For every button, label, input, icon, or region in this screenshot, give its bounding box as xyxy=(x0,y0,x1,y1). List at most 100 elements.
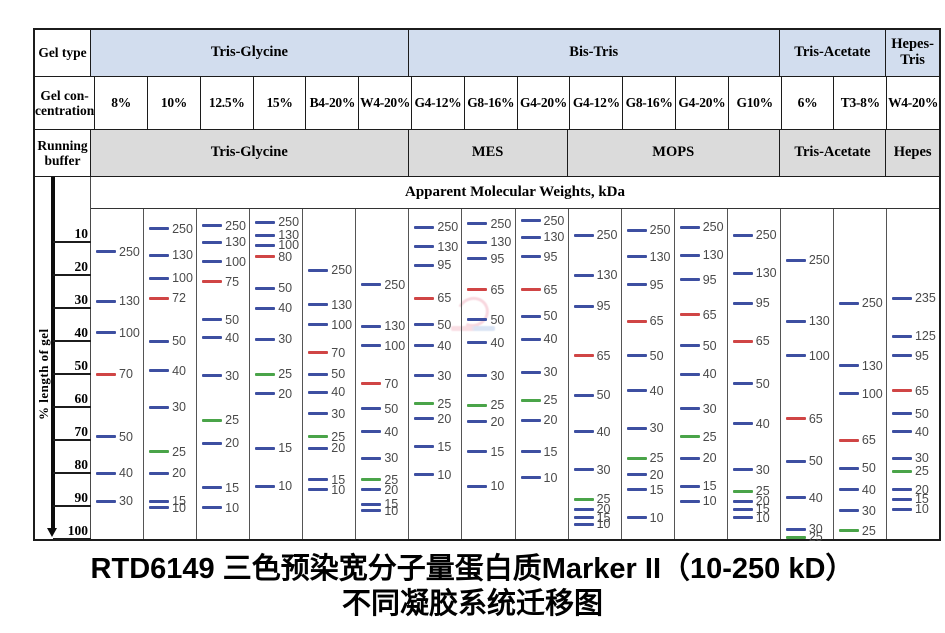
band-label-50kda: 50 xyxy=(808,454,823,469)
band-line-75kda xyxy=(202,280,223,284)
band-line-40kda xyxy=(202,336,223,340)
band-line-65kda xyxy=(573,354,594,358)
chart-title-line1: RTD6149 三色预染宽分子量蛋白质Marker II（10-250 kD） xyxy=(90,553,855,585)
band-line-15kda xyxy=(255,446,276,450)
band-line-40kda xyxy=(573,430,594,434)
band-line-50kda xyxy=(308,372,329,376)
band-label-30kda: 30 xyxy=(278,332,293,347)
running-buffer-groups: Tris-Glycine MES MOPS Tris-Acetate Hepes xyxy=(91,130,939,176)
band-line-40kda xyxy=(785,496,806,500)
band-line-10kda xyxy=(255,484,276,488)
band-line-15kda xyxy=(149,499,170,503)
band-line-30kda xyxy=(149,405,170,409)
band-label-65kda: 65 xyxy=(808,411,823,426)
band-label-20kda: 20 xyxy=(543,412,558,427)
band-line-10kda xyxy=(202,506,223,510)
band-label-10kda: 10 xyxy=(278,478,293,493)
concentration-cell: T3-8% xyxy=(834,77,888,129)
band-label-95kda: 95 xyxy=(596,299,611,314)
axis-tick-label: 60 xyxy=(74,391,89,406)
running-buffer-group-cell: Hepes xyxy=(893,144,932,161)
band-label-100kda: 100 xyxy=(861,386,883,401)
band-label-130kda: 130 xyxy=(649,249,671,264)
band-label-65kda: 65 xyxy=(702,307,717,322)
band-line-10kda xyxy=(573,522,594,526)
band-label-65kda: 65 xyxy=(861,432,876,447)
band-line-130kda xyxy=(149,253,170,257)
band-label-50kda: 50 xyxy=(437,317,452,332)
band-line-50kda xyxy=(361,407,382,411)
gel-lane-G8-16%: 250 130 95 65 50 40 30 25 20 15 10 xyxy=(462,209,516,539)
band-label-250kda: 250 xyxy=(596,228,618,243)
band-line-20kda xyxy=(361,488,382,491)
band-line-65kda xyxy=(785,417,806,421)
band-line-15kda xyxy=(202,486,223,490)
concentration-cell: B4-20% xyxy=(306,77,360,129)
gel-type-group-cell: Hepes- Tris xyxy=(891,36,934,68)
band-line-72kda xyxy=(149,296,170,300)
band-line-250kda xyxy=(255,220,276,224)
band-line-100kda xyxy=(202,260,223,264)
band-label-15kda: 15 xyxy=(225,480,240,495)
band-line-10kda xyxy=(467,484,488,488)
band-line-50kda xyxy=(96,435,116,439)
band-label-10kda: 10 xyxy=(914,502,929,517)
band-label-25kda: 25 xyxy=(808,530,823,545)
band-line-250kda xyxy=(573,233,594,237)
band-label-10kda: 10 xyxy=(384,503,399,518)
band-label-250kda: 250 xyxy=(119,244,140,259)
band-label-130kda: 130 xyxy=(596,267,618,282)
band-line-30kda xyxy=(202,374,223,378)
band-line-65kda xyxy=(891,389,912,392)
band-line-30kda xyxy=(255,337,276,341)
band-line-40kda xyxy=(96,471,116,475)
band-label-130kda: 130 xyxy=(437,239,459,254)
band-line-95kda xyxy=(520,255,541,259)
band-line-20kda xyxy=(732,499,753,503)
band-line-50kda xyxy=(838,466,859,470)
band-label-65kda: 65 xyxy=(914,383,929,398)
band-label-250kda: 250 xyxy=(278,214,300,229)
band-line-100kda xyxy=(255,243,276,247)
band-label-250kda: 250 xyxy=(331,262,353,277)
gel-lane-G8-16%: 250 130 95 65 50 40 30 25 20 15 10 xyxy=(622,209,675,539)
band-line-30kda xyxy=(891,456,912,460)
band-label-250kda: 250 xyxy=(384,277,406,292)
band-label-20kda: 20 xyxy=(384,482,399,497)
band-line-250kda xyxy=(149,227,170,231)
band-label-10kda: 10 xyxy=(702,493,717,508)
band-label-250kda: 250 xyxy=(172,221,193,236)
concentration-row-label: Gel con- centration xyxy=(35,77,96,129)
band-label-100kda: 100 xyxy=(808,348,830,363)
band-line-25kda xyxy=(679,435,700,439)
band-line-40kda xyxy=(891,430,912,434)
band-label-130kda: 130 xyxy=(490,234,512,249)
band-label-25kda: 25 xyxy=(596,492,611,507)
down-arrow-icon xyxy=(47,528,57,537)
band-label-125kda: 125 xyxy=(914,328,936,343)
band-label-10kda: 10 xyxy=(755,510,770,525)
chart-body: % length of gel 10 20 30 40 50 60 70 80 90 100 Ap… xyxy=(35,177,939,543)
band-line-130kda xyxy=(202,240,223,244)
gel-type-group-cell: Tris-Acetate xyxy=(780,30,887,76)
band-label-15kda: 15 xyxy=(649,482,664,497)
band-label-50kda: 50 xyxy=(702,338,717,353)
axis-tick-label: 90 xyxy=(74,490,89,505)
axis-tick-label: 80 xyxy=(74,457,89,472)
band-line-30kda xyxy=(467,374,488,378)
band-label-50kda: 50 xyxy=(543,309,558,323)
band-line-65kda xyxy=(732,339,753,343)
band-label-235kda: 235 xyxy=(914,290,936,305)
running-buffer-row-label: Running buffer xyxy=(35,130,91,176)
band-label-30kda: 30 xyxy=(755,462,770,477)
band-line-250kda xyxy=(96,250,116,254)
y-axis-title: % length of gel xyxy=(36,328,51,420)
band-label-20kda: 20 xyxy=(437,411,452,426)
y-axis-line xyxy=(51,177,55,529)
band-label-95kda: 95 xyxy=(543,249,558,264)
band-label-50kda: 50 xyxy=(278,280,293,295)
band-line-20kda xyxy=(467,420,488,424)
gel-lane-8%: 250 130 100 70 50 40 30 xyxy=(91,209,145,539)
concentration-cell: 15% xyxy=(254,77,307,129)
gel-lane-W4-20%: 235 125 95 65 50 40 30 25 20 15 10 xyxy=(887,209,939,539)
